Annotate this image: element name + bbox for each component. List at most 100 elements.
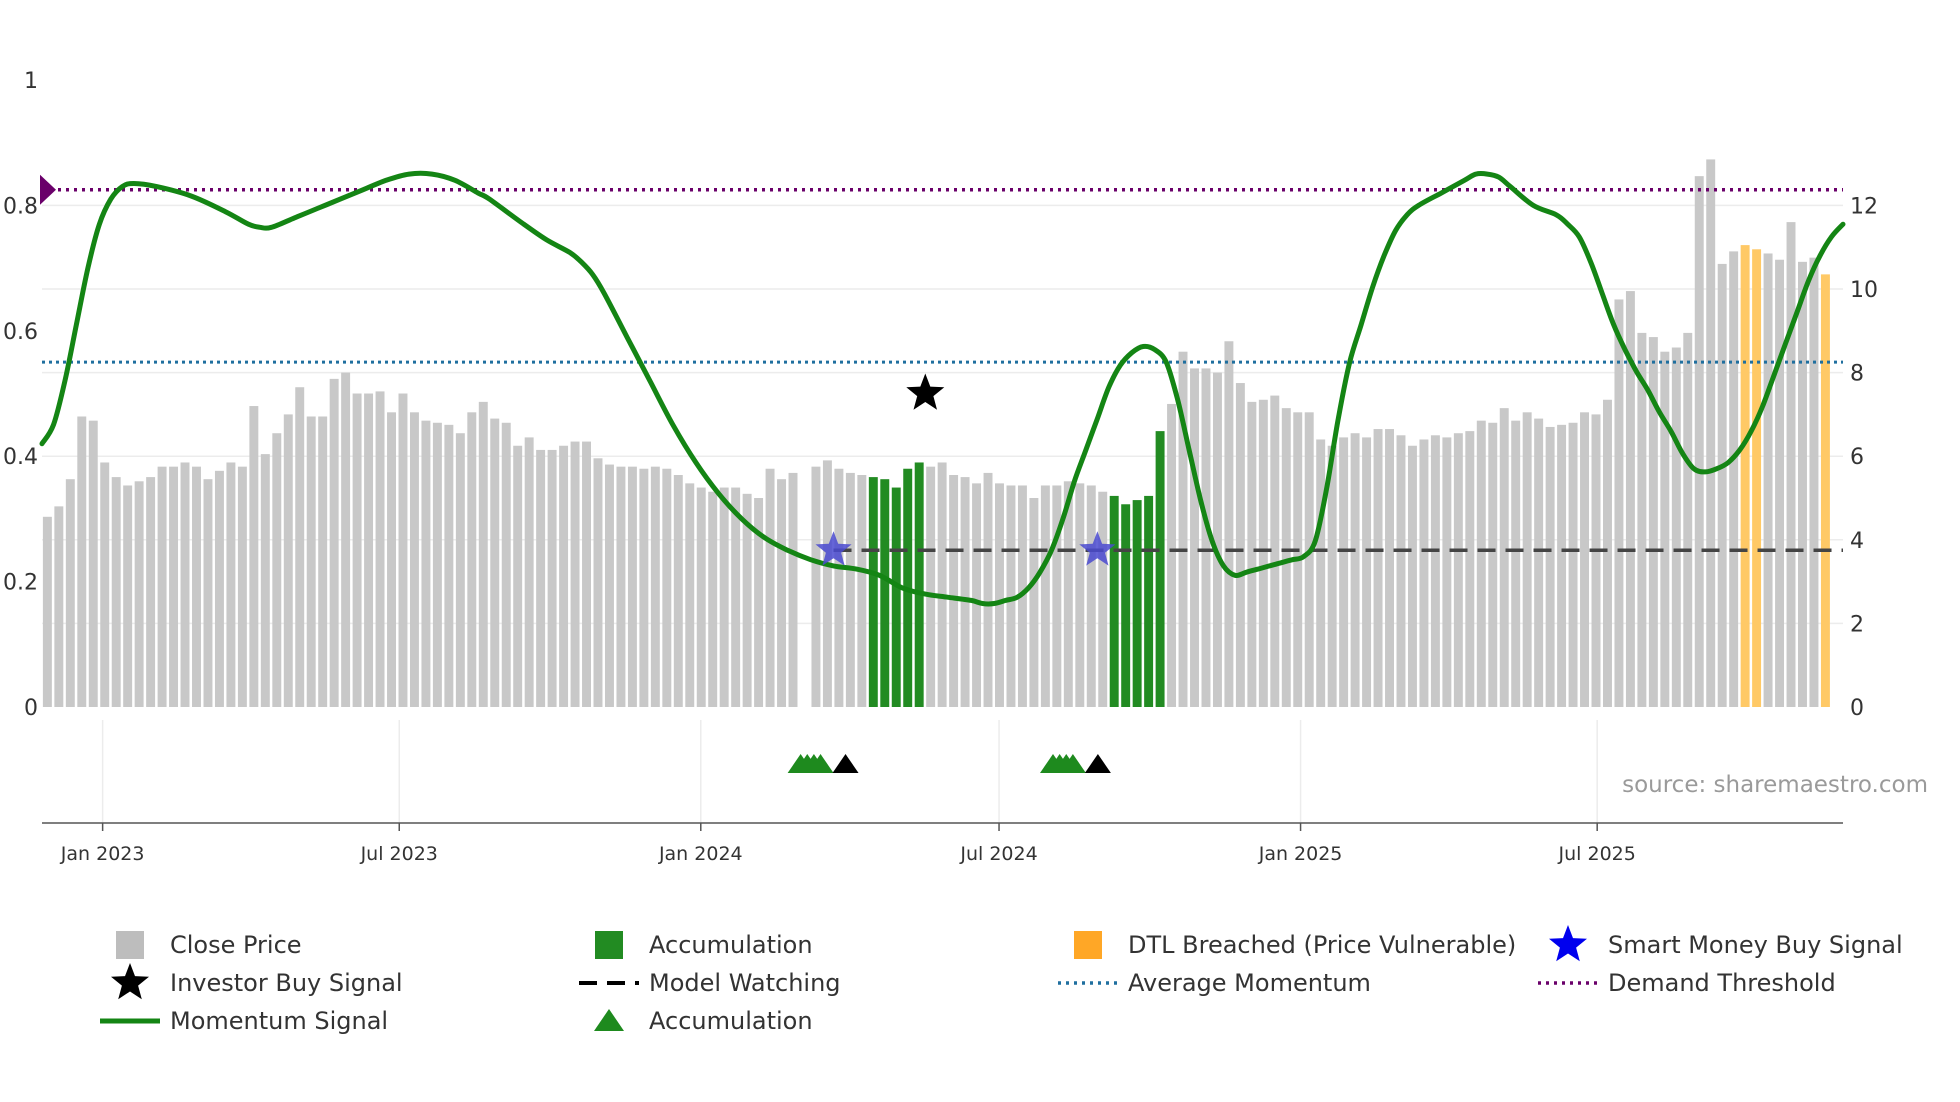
close-price-bar xyxy=(1281,408,1291,707)
legend-star-icon xyxy=(1549,925,1587,962)
close-price-bar xyxy=(77,416,87,707)
right-tick-label: 6 xyxy=(1850,445,1864,470)
x-tick-label: Jan 2025 xyxy=(1258,843,1343,865)
close-price-bar xyxy=(352,393,362,707)
close-price-bar xyxy=(272,433,282,707)
close-price-bar xyxy=(1465,431,1475,707)
close-price-bar xyxy=(1591,414,1601,707)
legend-item-accumulation-triangle: Accumulation xyxy=(594,1007,813,1035)
close-price-bar xyxy=(1430,435,1440,707)
close-price-bar xyxy=(1419,439,1429,707)
close-price-bar xyxy=(1499,408,1509,707)
close-price-bar xyxy=(260,454,270,707)
close-price-bar xyxy=(960,477,970,707)
close-price-bar xyxy=(318,416,328,707)
close-price-bar xyxy=(547,449,557,707)
close-price-bar xyxy=(111,477,121,707)
close-price-bar xyxy=(1407,445,1417,707)
close-price-bar xyxy=(1006,485,1016,707)
close-price-bar xyxy=(192,466,201,707)
close-price-bar xyxy=(1212,372,1222,707)
close-price-bar xyxy=(1809,257,1819,707)
momentum-signal-layer xyxy=(39,170,1846,607)
close-price-bar xyxy=(754,498,764,707)
close-price-bar xyxy=(65,479,75,707)
legend-label: Close Price xyxy=(170,931,302,959)
legend: Close Price Accumulation DTL Breached (Pri… xyxy=(100,925,1903,1035)
legend-label: Smart Money Buy Signal xyxy=(1608,931,1903,959)
close-price-bar xyxy=(1706,159,1716,708)
close-price-bar xyxy=(1568,422,1578,707)
accumulation-bar xyxy=(1155,431,1165,707)
close-price-bar xyxy=(146,477,156,707)
close-price-bar xyxy=(1235,383,1245,707)
legend-label: Investor Buy Signal xyxy=(170,969,403,997)
close-price-bar xyxy=(765,468,775,707)
close-price-bar xyxy=(283,414,293,707)
left-tick-label: 1 xyxy=(24,69,38,94)
close-price-bar xyxy=(387,412,396,707)
close-price-bar xyxy=(1350,433,1360,707)
right-tick-label: 10 xyxy=(1850,278,1878,303)
close-price-bar xyxy=(1602,399,1612,707)
close-price-bar xyxy=(513,445,523,707)
close-price-bar xyxy=(478,401,488,707)
accumulation-bar xyxy=(868,477,878,707)
close-price-bar xyxy=(364,393,374,707)
close-price-bar xyxy=(42,516,52,707)
close-price-bar xyxy=(937,462,947,707)
close-price-bar xyxy=(1098,491,1108,707)
close-price-bar xyxy=(1511,420,1521,707)
close-price-bar xyxy=(1625,291,1635,707)
close-price-bar xyxy=(1522,412,1532,707)
legend-swatch xyxy=(116,931,144,959)
legend-swatch xyxy=(1074,931,1102,959)
accumulation-triangle xyxy=(807,754,834,773)
close-price-bar xyxy=(1396,435,1406,707)
close-price-bar xyxy=(295,387,305,707)
accumulation-bar xyxy=(880,479,890,707)
accumulation-bar xyxy=(914,462,924,707)
close-price-bar xyxy=(1316,439,1326,707)
smart-money-buy-signal-star xyxy=(1079,531,1116,566)
close-price-bar xyxy=(1270,395,1280,707)
close-price-bar xyxy=(983,472,993,707)
legend-item-momentum-signal: Momentum Signal xyxy=(100,1007,388,1035)
close-price-bar xyxy=(444,424,454,707)
close-price-bar xyxy=(1258,399,1268,707)
close-price-bar xyxy=(1075,483,1085,707)
accumulation-signal-triangle xyxy=(832,754,859,773)
dtl-breached-bar xyxy=(1752,249,1762,708)
x-tick-label: Jul 2025 xyxy=(1558,843,1636,865)
close-price-bar xyxy=(995,483,1004,707)
close-price-bar xyxy=(490,418,500,707)
legend-item-dtl-breached: DTL Breached (Price Vulnerable) xyxy=(1074,931,1516,959)
close-price-bar xyxy=(329,378,339,707)
x-tick-label: Jul 2023 xyxy=(360,843,438,865)
close-price-bar xyxy=(788,472,798,707)
close-price-bar xyxy=(1327,445,1337,707)
close-price-bar xyxy=(524,437,534,707)
accumulation-bar xyxy=(1144,495,1154,707)
close-price-bar xyxy=(1086,485,1096,707)
close-price-bar xyxy=(708,491,718,707)
legend-star-icon xyxy=(111,963,149,1000)
close-price-bar xyxy=(742,493,752,707)
close-price-bar xyxy=(467,412,477,707)
close-price-bar xyxy=(1580,412,1590,707)
close-price-bar xyxy=(1671,347,1681,707)
close-price-bar xyxy=(157,466,167,707)
legend-label: Demand Threshold xyxy=(1608,969,1836,997)
close-price-bar xyxy=(1694,176,1704,707)
legend-item-smart-money: Smart Money Buy Signal xyxy=(1549,925,1903,962)
close-price-bar xyxy=(398,393,408,707)
left-tick-label: 0.8 xyxy=(3,194,38,219)
right-tick-label: 0 xyxy=(1850,696,1864,721)
close-price-bar xyxy=(696,487,706,707)
close-price-bar xyxy=(1029,498,1039,707)
close-price-bar xyxy=(180,462,190,707)
close-price-bar xyxy=(249,406,259,707)
left-tick-label: 0.6 xyxy=(3,320,38,345)
legend-label: Accumulation xyxy=(649,931,813,959)
